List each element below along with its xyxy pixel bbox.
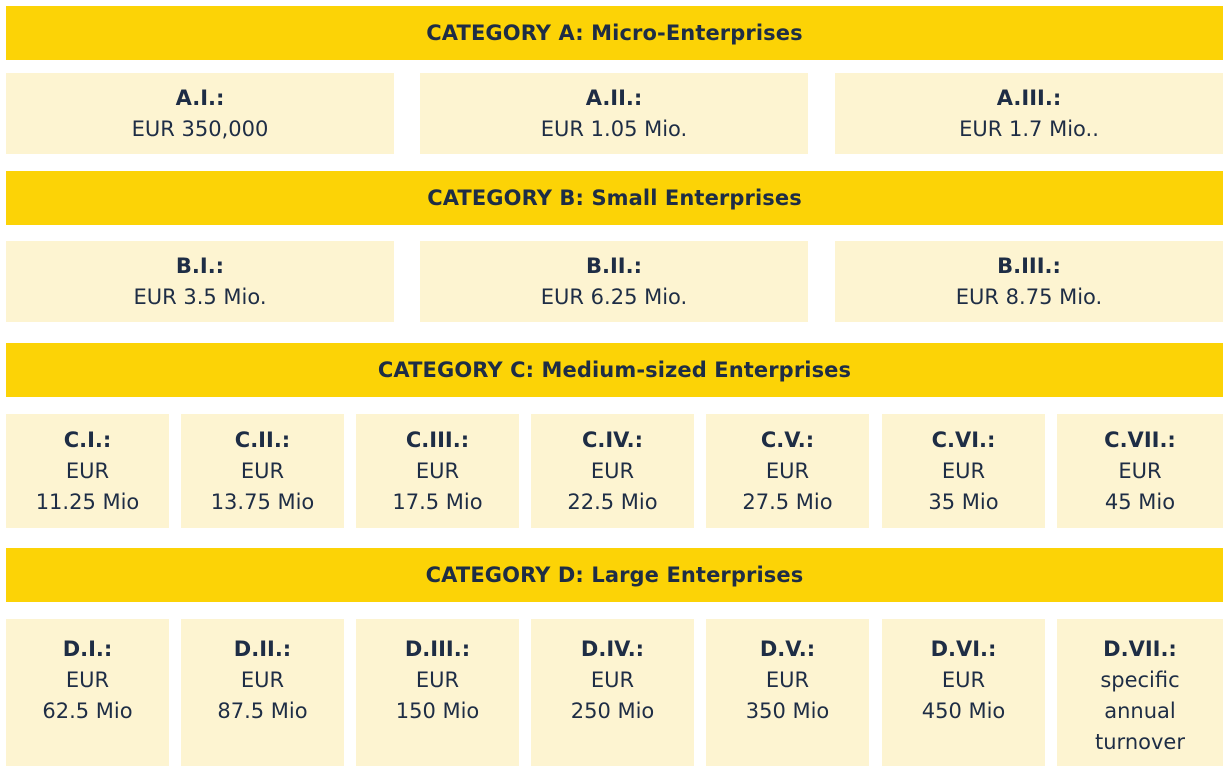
tier-b-iii: B.III.: EUR 8.75 Mio.	[835, 241, 1223, 322]
tier-code: C.I.:	[63, 427, 112, 452]
tier-code: B.II.:	[586, 253, 642, 278]
tier-c-vi: C.VI.: EUR 35 Mio	[882, 414, 1045, 528]
tier-code: C.II.:	[234, 427, 291, 452]
tier-value: EUR 13.75 Mio	[210, 458, 315, 514]
tier-d-vii: D.VII.: specific annual turnover	[1057, 619, 1223, 766]
tier-a-ii: A.II.: EUR 1.05 Mio.	[420, 73, 808, 154]
tier-code: A.III.:	[996, 85, 1062, 110]
tier-value: EUR 8.75 Mio.	[955, 284, 1103, 309]
tier-b-ii: B.II.: EUR 6.25 Mio.	[420, 241, 808, 322]
tier-code: C.VII.:	[1104, 427, 1176, 452]
tier-d-ii: D.II.: EUR 87.5 Mio	[181, 619, 344, 766]
tier-c-i: C.I.: EUR 11.25 Mio	[6, 414, 169, 528]
tier-value: EUR 250 Mio	[570, 668, 655, 723]
tier-d-vi: D.VI.: EUR 450 Mio	[882, 619, 1045, 766]
tier-value: specific annual turnover	[1095, 668, 1185, 754]
tier-code: D.III.:	[404, 637, 471, 661]
category-c-header: CATEGORY C: Medium-sized Enterprises	[6, 343, 1223, 397]
tier-code: C.V.:	[760, 427, 815, 452]
tier-code: B.III.:	[997, 253, 1061, 278]
tier-value: EUR 11.25 Mio	[35, 458, 140, 514]
tier-value: EUR 450 Mio	[921, 668, 1006, 723]
tier-d-i: D.I.: EUR 62.5 Mio	[6, 619, 169, 766]
category-a-header: CATEGORY A: Micro-Enterprises	[6, 6, 1223, 60]
tier-code: A.II.:	[585, 85, 643, 110]
tier-a-i: A.I.: EUR 350,000	[6, 73, 394, 154]
tier-d-iv: D.IV.: EUR 250 Mio	[531, 619, 694, 766]
category-d-header: CATEGORY D: Large Enterprises	[6, 548, 1223, 602]
tier-value: EUR 17.5 Mio	[392, 458, 483, 514]
tier-d-v: D.V.: EUR 350 Mio	[706, 619, 869, 766]
tier-value: EUR 22.5 Mio	[567, 458, 658, 514]
tier-value: EUR 150 Mio	[395, 668, 480, 723]
tier-c-vii: C.VII.: EUR 45 Mio	[1057, 414, 1223, 528]
tier-value: EUR 1.05 Mio.	[540, 116, 688, 141]
tier-code: D.IV.:	[580, 637, 645, 661]
tier-value: EUR 1.7 Mio..	[959, 116, 1099, 141]
tier-value: EUR 350,000	[131, 116, 269, 141]
tier-value: EUR 35 Mio	[928, 458, 999, 514]
category-b-row: B.I.: EUR 3.5 Mio. B.II.: EUR 6.25 Mio. …	[6, 241, 1223, 322]
category-d-row: D.I.: EUR 62.5 Mio D.II.: EUR 87.5 Mio D…	[6, 619, 1223, 766]
tier-code: D.I.:	[62, 637, 113, 661]
tier-code: B.I.:	[175, 253, 225, 278]
tier-value: EUR 3.5 Mio.	[133, 284, 267, 309]
tier-a-iii: A.III.: EUR 1.7 Mio..	[835, 73, 1223, 154]
tier-code: D.VII.:	[1103, 637, 1177, 661]
category-a-row: A.I.: EUR 350,000 A.II.: EUR 1.05 Mio. A…	[6, 73, 1223, 154]
tier-code: C.VI.:	[931, 427, 996, 452]
tier-value: EUR 45 Mio	[1104, 458, 1176, 514]
tier-c-iv: C.IV.: EUR 22.5 Mio	[531, 414, 694, 528]
tier-code: D.II.:	[233, 637, 292, 661]
tier-code: D.V.:	[759, 637, 816, 661]
tier-d-iii: D.III.: EUR 150 Mio	[356, 619, 519, 766]
tier-code: C.IV.:	[581, 427, 644, 452]
tier-value: EUR 62.5 Mio	[42, 668, 133, 723]
tier-value: EUR 87.5 Mio	[217, 668, 308, 723]
tier-value: EUR 350 Mio	[745, 668, 830, 723]
tier-c-ii: C.II.: EUR 13.75 Mio	[181, 414, 344, 528]
category-c-row: C.I.: EUR 11.25 Mio C.II.: EUR 13.75 Mio…	[6, 414, 1223, 528]
tier-value: EUR 6.25 Mio.	[540, 284, 688, 309]
tier-code: D.VI.:	[930, 637, 997, 661]
tier-code: A.I.:	[175, 85, 225, 110]
tier-code: C.III.:	[405, 427, 470, 452]
tier-b-i: B.I.: EUR 3.5 Mio.	[6, 241, 394, 322]
tier-c-v: C.V.: EUR 27.5 Mio	[706, 414, 869, 528]
category-b-header: CATEGORY B: Small Enterprises	[6, 171, 1223, 225]
tier-value: EUR 27.5 Mio	[742, 458, 833, 514]
tier-c-iii: C.III.: EUR 17.5 Mio	[356, 414, 519, 528]
